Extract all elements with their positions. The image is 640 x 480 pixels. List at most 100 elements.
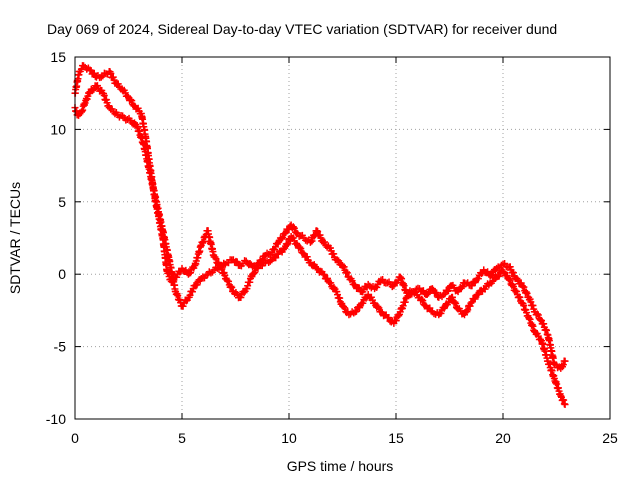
data-point-fill [444,287,452,295]
data-point-fill [308,237,316,245]
x-tick-label: 25 [602,430,618,446]
data-point-fill [506,263,514,271]
data-layer [71,62,569,409]
data-point-fill [324,274,332,282]
data-point-fill [523,289,531,297]
data-point-fill [187,269,195,277]
data-point-fill [385,314,393,322]
data-point [428,285,436,293]
data-point-fill [374,302,382,310]
data-point-fill [333,256,341,264]
data-point-fill [225,277,233,285]
data-point-fill [559,361,567,369]
data-point-fill [468,282,476,290]
data-point-fill [373,283,381,291]
data-point-fill [451,298,459,306]
data-point-fill [299,249,307,257]
data-point-fill [283,241,291,249]
data-point-fill [471,295,479,303]
data-point-fill [303,253,311,261]
data-point-fill [127,96,135,104]
data-point-fill [444,298,452,306]
chart-title: Day 069 of 2024, Sidereal Day-to-day VTE… [47,21,557,37]
data-point-fill [448,293,456,301]
data-point-fill [509,269,517,277]
data-point-fill [179,302,187,310]
data-point-fill [343,268,351,276]
data-point-fill [114,80,122,88]
data-point-fill [279,234,287,242]
data-point-fill [330,250,338,258]
plot-frame [74,56,611,420]
data-point-fill [314,227,322,235]
x-tick-label: 15 [388,430,404,446]
x-tick-label: 20 [495,430,511,446]
data-point [499,267,507,275]
axis-ticks: 0 5 10 15 20 25 -10 -5 0 5 10 15 [46,49,618,446]
data-point-fill [278,235,286,243]
x-tick-label: 5 [178,430,186,446]
y-tick-label: 5 [58,194,66,210]
y-tick-label: 0 [58,266,66,282]
data-point-fill [522,288,530,296]
data-point-fill [419,297,427,305]
data-point-fill [513,275,521,283]
data-point-fill [509,283,517,291]
data-point-fill [534,311,542,319]
data-point [561,401,569,409]
data-point-fill [475,290,483,298]
data-point-fill [419,287,427,295]
y-axis-label: SDTVAR / TECUs [7,182,23,294]
x-tick-label: 10 [281,430,297,446]
grid [75,57,610,419]
data-point-fill [123,115,131,123]
data-point-fill [495,272,503,280]
y-tick-label: 10 [50,121,66,137]
data-point-fill [123,92,131,100]
data-point-fill [297,245,305,253]
data-point-fill [481,285,489,293]
data-point-fill [536,335,544,343]
data-point-fill [250,270,258,278]
data-point-fill [90,69,98,77]
data-point-fill [228,283,236,291]
data-point-fill [423,290,431,298]
data-point [561,357,569,365]
data-point-fill [296,243,304,251]
data-point-fill [227,282,235,290]
x-tick-label: 0 [71,430,79,446]
data-point-fill [327,279,335,287]
data-point-fill [284,240,292,248]
data-point-fill [289,223,297,231]
data-point-fill [89,87,97,95]
data-point-fill [350,281,358,289]
data-point-fill [316,231,324,239]
series-2 [71,82,569,409]
data-point [467,299,475,307]
data-point [281,230,289,238]
data-point-fill [464,306,472,314]
data-point-fill [506,276,514,284]
data-point-fill [290,224,298,232]
data-point-fill [341,304,349,312]
data-point-fill [97,73,105,81]
data-point-fill [240,289,248,297]
data-point-fill [340,263,348,271]
series-1 [71,62,569,372]
data-point-fill [392,317,400,325]
data-point [313,264,321,272]
data-point-fill [320,271,328,279]
data-point-fill [375,304,383,312]
data-point-fill [272,254,280,262]
data-point-fill [395,312,403,320]
data-point-fill [128,97,136,105]
data-point-fill [425,289,433,297]
data-point-fill [437,309,445,317]
data-point-fill [186,291,194,299]
data-point-fill [251,269,259,277]
data-point-fill [352,307,360,315]
data-point-fill [418,295,426,303]
data-point-fill [212,255,220,263]
data-point-fill [513,287,521,295]
